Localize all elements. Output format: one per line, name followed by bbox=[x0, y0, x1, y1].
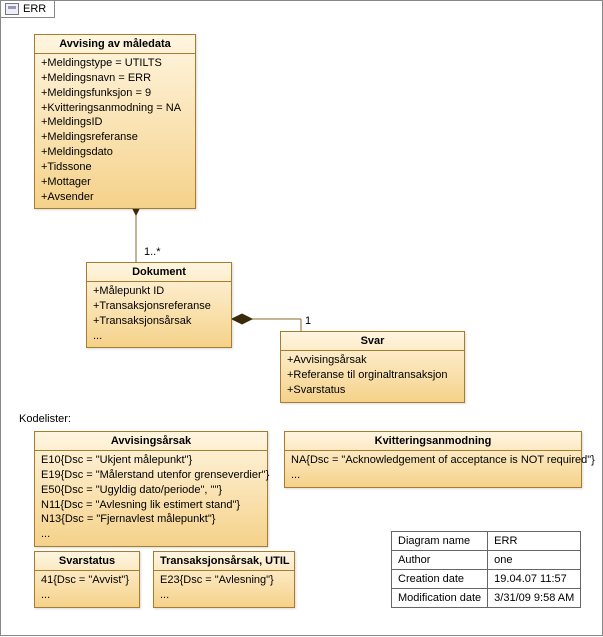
table-cell: 3/31/09 9:58 AM bbox=[488, 589, 581, 608]
class-attribute: ... bbox=[160, 588, 288, 603]
class-body: +Målepunkt ID+Transaksjonsreferanse+Tran… bbox=[87, 282, 231, 347]
class-attribute: +Svarstatus bbox=[287, 383, 458, 398]
class-attribute: +Avvisingsårsak bbox=[287, 353, 458, 368]
class-svarstatus: Svarstatus 41{Dsc = "Avvist"}... bbox=[34, 551, 140, 608]
table-cell: Diagram name bbox=[392, 532, 488, 551]
table-cell: Modification date bbox=[392, 589, 488, 608]
class-attribute: ... bbox=[93, 329, 225, 344]
class-attribute: ... bbox=[41, 527, 261, 542]
class-attribute: 41{Dsc = "Avvist"} bbox=[41, 573, 133, 588]
class-attribute: NA{Dsc = "Acknowledgement of acceptance … bbox=[291, 453, 575, 468]
class-body: +Meldingstype = UTILTS+Meldingsnavn = ER… bbox=[35, 54, 195, 208]
table-cell: ERR bbox=[488, 532, 581, 551]
class-attribute: +Mottager bbox=[41, 175, 189, 190]
class-attribute: +Kvitteringsanmodning = NA bbox=[41, 101, 189, 116]
class-attribute: +Tidssone bbox=[41, 160, 189, 175]
class-title: Dokument bbox=[87, 263, 231, 282]
class-attribute: E10{Dsc = "Ukjent målepunkt"} bbox=[41, 453, 261, 468]
class-body: E10{Dsc = "Ukjent målepunkt"}E19{Dsc = "… bbox=[35, 451, 267, 546]
diagram-canvas: ERR Avvising av måledata +Meldingstype =… bbox=[0, 0, 603, 636]
class-attribute: N11{Dsc = "Avlesning lik estimert stand"… bbox=[41, 498, 261, 513]
table-row: Creation date19.04.07 11:57 bbox=[392, 570, 581, 589]
table-cell: Creation date bbox=[392, 570, 488, 589]
class-attribute: E19{Dsc = "Målerstand utenfor grenseverd… bbox=[41, 468, 261, 483]
table-cell: one bbox=[488, 551, 581, 570]
class-attribute: +Meldingsnavn = ERR bbox=[41, 71, 189, 86]
class-attribute: +Avsender bbox=[41, 190, 189, 205]
class-attribute: +Meldingstype = UTILTS bbox=[41, 56, 189, 71]
table-row: Modification date3/31/09 9:58 AM bbox=[392, 589, 581, 608]
class-body: +Avvisingsårsak+Referanse til orginaltra… bbox=[281, 351, 464, 402]
class-avvising: Avvising av måledata +Meldingstype = UTI… bbox=[34, 34, 196, 209]
table-cell: 19.04.07 11:57 bbox=[488, 570, 581, 589]
class-body: E23{Dsc = "Avlesning"}... bbox=[154, 571, 294, 607]
class-attribute: N13{Dsc = "Fjernavlest målepunkt"} bbox=[41, 512, 261, 527]
class-attribute: ... bbox=[291, 468, 575, 483]
class-attribute: +Meldingsreferanse bbox=[41, 130, 189, 145]
class-attribute: +Meldingsfunksjon = 9 bbox=[41, 86, 189, 101]
class-body: 41{Dsc = "Avvist"}... bbox=[35, 571, 139, 607]
class-transaksjon: Transaksjonsårsak, UTIL E23{Dsc = "Avles… bbox=[153, 551, 295, 608]
class-svar: Svar +Avvisingsårsak+Referanse til orgin… bbox=[280, 331, 465, 403]
class-title: Svarstatus bbox=[35, 552, 139, 571]
table-row: Diagram nameERR bbox=[392, 532, 581, 551]
class-avvisingsarsak: Avvisingsårsak E10{Dsc = "Ukjent målepun… bbox=[34, 431, 268, 547]
kodelister-label: Kodelister: bbox=[19, 413, 71, 425]
class-attribute: +Transaksjonsreferanse bbox=[93, 299, 225, 314]
package-icon bbox=[5, 3, 19, 15]
class-title: Avvising av måledata bbox=[35, 35, 195, 54]
class-title: Transaksjonsårsak, UTIL bbox=[154, 552, 294, 571]
class-attribute: +Transaksjonsårsak bbox=[93, 314, 225, 329]
class-attribute: E23{Dsc = "Avlesning"} bbox=[160, 573, 288, 588]
class-title: Kvitteringsanmodning bbox=[285, 432, 581, 451]
class-title: Avvisingsårsak bbox=[35, 432, 267, 451]
class-kvittering: Kvitteringsanmodning NA{Dsc = "Acknowled… bbox=[284, 431, 582, 488]
meta-body: Diagram nameERRAuthoroneCreation date19.… bbox=[392, 532, 581, 608]
class-attribute: +Referanse til orginaltransaksjon bbox=[287, 368, 458, 383]
frame-label: ERR bbox=[23, 3, 46, 15]
class-attribute: +Målepunkt ID bbox=[93, 284, 225, 299]
table-cell: Author bbox=[392, 551, 488, 570]
multiplicity-label: 1 bbox=[305, 315, 311, 327]
class-attribute: E50{Dsc = "Ugyldig dato/periode", ""} bbox=[41, 483, 261, 498]
class-attribute: +MeldingsID bbox=[41, 115, 189, 130]
class-dokument: Dokument +Målepunkt ID+Transaksjonsrefer… bbox=[86, 262, 232, 348]
class-title: Svar bbox=[281, 332, 464, 351]
class-attribute: ... bbox=[41, 588, 133, 603]
class-attribute: +Meldingsdato bbox=[41, 145, 189, 160]
frame-tab: ERR bbox=[1, 1, 55, 18]
class-body: NA{Dsc = "Acknowledgement of acceptance … bbox=[285, 451, 581, 487]
diagram-meta-table: Diagram nameERRAuthoroneCreation date19.… bbox=[391, 531, 581, 608]
table-row: Authorone bbox=[392, 551, 581, 570]
multiplicity-label: 1..* bbox=[144, 246, 161, 258]
